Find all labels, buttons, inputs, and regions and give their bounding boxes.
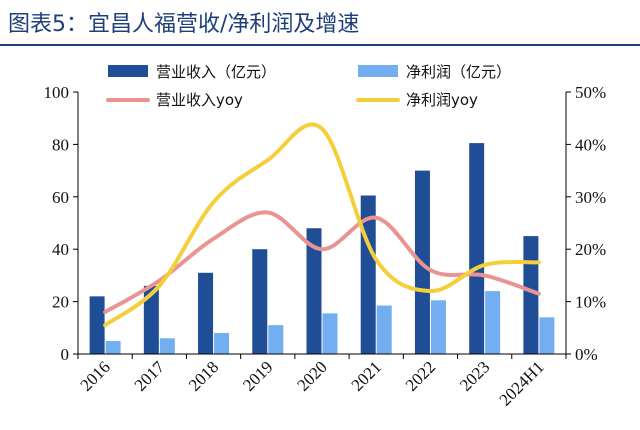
bar-s1-2021 <box>376 305 392 354</box>
y-right-tick-label: 10% <box>575 293 606 312</box>
x-tick-label-2023: 2023 <box>456 357 493 394</box>
title-bar: 图表5：宜昌人福营收/净利润及增速 <box>0 0 640 46</box>
y-left-tick-label: 0 <box>61 345 70 364</box>
bar-s0-2016 <box>89 296 105 354</box>
legend-label-3: 净利润yoy <box>406 91 478 109</box>
line-series-3 <box>103 122 541 328</box>
chart-title: 图表5：宜昌人福营收/净利润及增速 <box>8 12 360 37</box>
y-right-tick-label: 50% <box>575 83 606 102</box>
y-left-tick-label: 40 <box>52 240 69 259</box>
x-tick-label-2019: 2019 <box>239 357 276 394</box>
y-right-tick-label: 20% <box>575 240 606 259</box>
bar-s1-2016 <box>105 340 121 354</box>
bar-s0-2017 <box>143 285 159 354</box>
y-right-tick-label: 30% <box>575 188 606 207</box>
bar-s1-2019 <box>268 325 284 354</box>
bar-s1-2022 <box>430 300 446 354</box>
bars-layer <box>89 143 555 354</box>
bar-s1-2024H1 <box>539 317 555 354</box>
y-right-tick-label: 0% <box>575 345 598 364</box>
bar-s0-2019 <box>252 249 268 354</box>
bar-s1-2023 <box>485 291 501 354</box>
title-underline <box>0 44 640 46</box>
x-tick-label-2017: 2017 <box>131 357 169 395</box>
x-tick-label-2018: 2018 <box>185 357 222 394</box>
x-tick-label-2022: 2022 <box>402 357 439 394</box>
x-tick-label-2016: 2016 <box>76 357 113 394</box>
legend-label-0: 营业收入（亿元） <box>156 63 276 81</box>
bar-s0-2018 <box>198 272 214 354</box>
bar-s1-2020 <box>322 313 338 354</box>
x-tick-label-2020: 2020 <box>293 357 330 394</box>
y-right-tick-label: 40% <box>575 135 606 154</box>
y-left-tick-label: 20 <box>52 293 69 312</box>
y-left-tick-label: 80 <box>52 135 69 154</box>
legend: 营业收入（亿元） 净利润（亿元） 营业收入yoy 净利润yoy <box>106 63 511 109</box>
legend-label-2: 营业收入yoy <box>156 91 243 109</box>
bar-s1-2017 <box>159 338 175 354</box>
y-left-tick-label: 60 <box>52 188 69 207</box>
legend-swatch-0 <box>108 65 148 77</box>
bar-s1-2018 <box>214 333 230 354</box>
bar-s0-2020 <box>306 228 322 354</box>
y-left-tick-label: 100 <box>44 83 70 102</box>
legend-swatch-1 <box>358 65 398 77</box>
line-series-2 <box>103 210 541 315</box>
bar-s0-2023 <box>469 143 485 354</box>
bar-s0-2024H1 <box>523 236 539 354</box>
x-tick-label-2024H1: 2024H1 <box>496 357 548 409</box>
legend-label-1: 净利润（亿元） <box>406 63 511 81</box>
x-tick-label-2021: 2021 <box>348 357 385 394</box>
lines-layer <box>103 122 541 328</box>
